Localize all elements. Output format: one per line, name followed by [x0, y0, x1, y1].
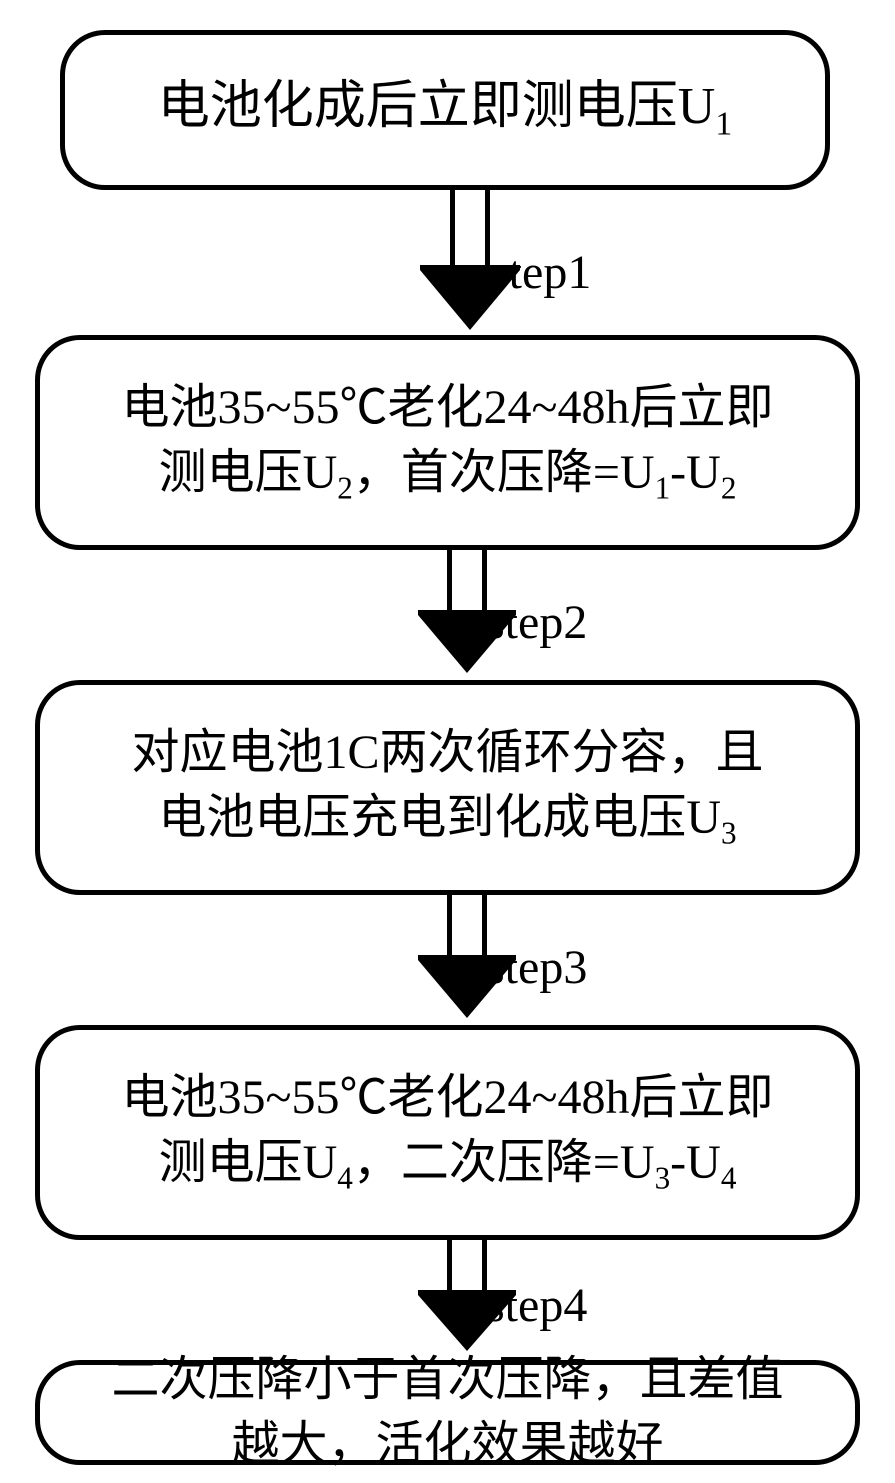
flow-node-3-text: 对应电池1C两次循环分容，且电池电压充电到化成电压U3	[131, 721, 763, 855]
flow-arrow-2: step2	[418, 550, 516, 673]
flow-node-4: 电池35~55℃老化24~48h后立即测电压U4，二次压降=U3-U4	[35, 1025, 860, 1240]
flow-arrow-3: step3	[418, 895, 516, 1018]
arrow-stem	[447, 1240, 487, 1290]
flow-node-5-text: 二次压降小于首次压降，且差值越大，活化效果越好	[111, 1348, 783, 1478]
flow-node-1: 电池化成后立即测电压U1	[60, 30, 830, 190]
flow-node-5: 二次压降小于首次压降，且差值越大，活化效果越好	[35, 1360, 860, 1465]
flow-arrow-2-label: step2	[486, 595, 587, 650]
flow-node-1-text: 电池化成后立即测电压U1	[158, 72, 732, 147]
flowchart-canvas: 电池化成后立即测电压U1 电池35~55℃老化24~48h后立即测电压U2，首次…	[0, 0, 895, 1483]
flow-node-2-text: 电池35~55℃老化24~48h后立即测电压U2，首次压降=U1-U2	[122, 376, 774, 510]
flow-node-2: 电池35~55℃老化24~48h后立即测电压U2，首次压降=U1-U2	[35, 335, 860, 550]
flow-arrow-3-label: step3	[486, 940, 587, 995]
flow-arrow-1: step1	[420, 190, 520, 330]
flow-arrow-4: step4	[418, 1240, 516, 1351]
flow-node-3: 对应电池1C两次循环分容，且电池电压充电到化成电压U3	[35, 680, 860, 895]
flow-node-4-text: 电池35~55℃老化24~48h后立即测电压U4，二次压降=U3-U4	[122, 1066, 774, 1200]
arrow-stem	[447, 895, 487, 955]
arrow-stem	[450, 190, 490, 265]
flow-arrow-4-label: step4	[486, 1278, 587, 1333]
flow-arrow-1-label: step1	[490, 245, 591, 300]
arrow-stem	[447, 550, 487, 610]
